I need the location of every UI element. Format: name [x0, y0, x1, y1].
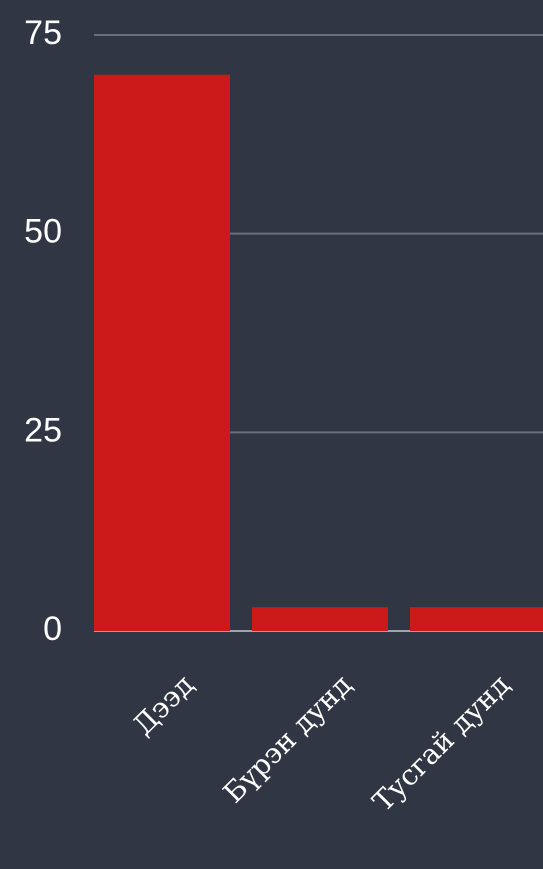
y-tick-label: 50	[24, 213, 62, 251]
x-tick-label: Тусгай дунд	[366, 668, 516, 818]
bar	[252, 607, 388, 631]
y-tick-label: 0	[43, 610, 62, 648]
y-tick-label: 25	[24, 411, 62, 449]
y-tick-label: 75	[24, 14, 62, 52]
bar	[94, 74, 230, 631]
x-tick-label: Бүрэн дунд	[217, 668, 359, 810]
bar	[410, 607, 543, 631]
x-tick-label: Дээд	[126, 668, 200, 742]
